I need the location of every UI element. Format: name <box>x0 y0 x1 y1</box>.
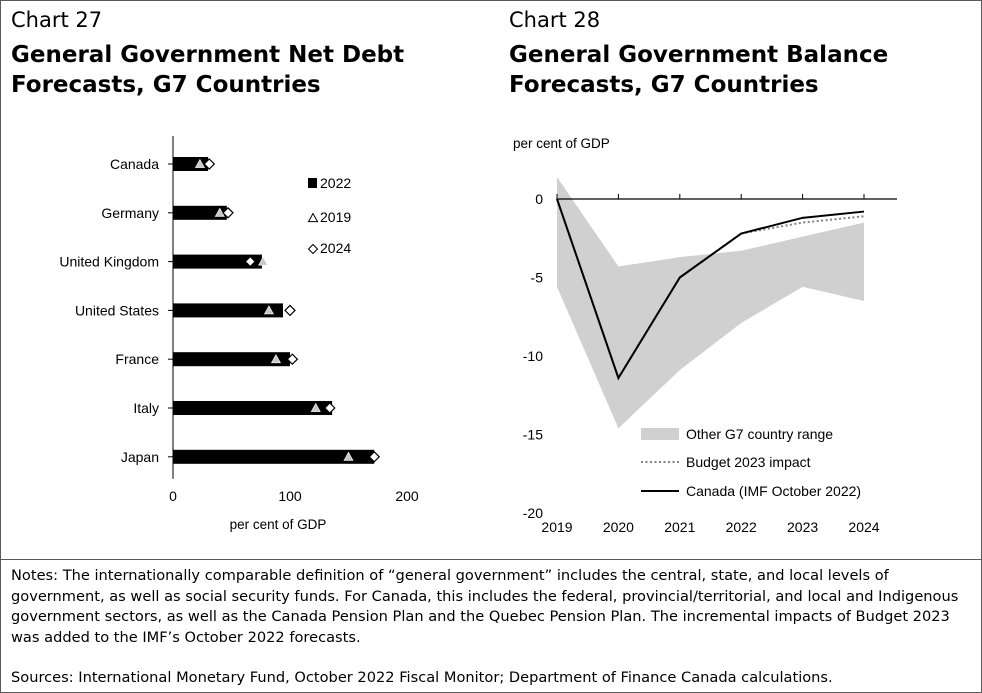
notes-text: Notes: The internationally comparable de… <box>11 567 959 646</box>
marker-2019 <box>343 451 354 461</box>
chart-28-title: General Government Balance Forecasts, G7… <box>509 40 888 100</box>
bar-2022 <box>173 401 333 415</box>
marker-2024 <box>203 158 216 170</box>
marker-2024 <box>368 450 381 463</box>
legend-range-swatch <box>641 428 679 440</box>
legend-2019-marker <box>307 212 319 223</box>
chart-28-title-line1: General Government Balance <box>509 42 889 68</box>
chart-27-title-line2: Forecasts, G7 Countries <box>11 72 321 98</box>
y-tick-label: -10 <box>523 348 543 364</box>
category-label: Japan <box>121 449 159 465</box>
chart-28-number: Chart 28 <box>509 8 601 32</box>
category-label: Canada <box>110 156 159 172</box>
x-tick-label: 2019 <box>541 519 572 535</box>
bar-2022 <box>173 352 290 367</box>
marker-2019 <box>310 402 321 412</box>
y-tick-label: -15 <box>523 427 543 443</box>
category-label: United Kingdom <box>59 254 159 270</box>
canada-imf-line <box>556 198 865 381</box>
x-tick-label: 200 <box>395 488 419 504</box>
category-label: United States <box>75 302 159 318</box>
y-axis-title: per cent of GDP <box>513 136 610 151</box>
marker-2024 <box>222 206 234 219</box>
category-label: Italy <box>133 400 159 416</box>
bar-2022 <box>173 303 283 318</box>
x-tick-label: 0 <box>169 488 177 504</box>
marker-2024 <box>286 353 299 366</box>
marker-2019 <box>270 354 281 364</box>
y-tick-label: 0 <box>535 191 543 207</box>
y-tick-label: -20 <box>523 505 543 521</box>
x-tick-label: 2021 <box>664 519 695 535</box>
legend-2022-label: 2022 <box>320 175 351 191</box>
category-label: Germany <box>101 205 159 221</box>
legend-budget-label: Budget 2023 impact <box>686 454 811 470</box>
y-tick-label: -5 <box>531 270 544 286</box>
bar-2022 <box>173 205 227 220</box>
marker-2024 <box>284 304 296 317</box>
legend-2022-swatch <box>308 178 317 188</box>
marker-2024 <box>323 402 336 414</box>
sources-text: Sources: International Monetary Fund, Oc… <box>11 669 833 686</box>
legend-2024-marker <box>307 243 319 255</box>
chart-27-title: General Government Net Debt Forecasts, G… <box>11 40 404 100</box>
marker-2019 <box>194 158 205 168</box>
chart-27-number: Chart 27 <box>11 8 103 32</box>
x-axis-title: per cent of GDP <box>230 517 327 532</box>
legend-range-label: Other G7 country range <box>686 426 833 442</box>
marker-2019 <box>258 256 269 266</box>
category-label: France <box>115 351 159 367</box>
x-tick-label: 2022 <box>726 519 757 535</box>
chart-28-title-line2: Forecasts, G7 Countries <box>509 72 819 98</box>
bar-2022 <box>173 157 209 171</box>
marker-2019 <box>263 305 274 315</box>
bar-2022 <box>173 254 262 269</box>
bar-2022 <box>173 449 375 464</box>
x-tick-label: 2023 <box>787 519 818 535</box>
x-tick-label: 100 <box>278 488 302 504</box>
x-tick-label: 2024 <box>848 519 879 535</box>
marker-2019 <box>214 207 225 217</box>
chart-27-title-line1: General Government Net Debt <box>11 42 405 68</box>
marker-2024 <box>244 255 257 268</box>
notes-divider <box>1 559 981 560</box>
legend-2024-label: 2024 <box>320 240 351 256</box>
net-debt-bar-chart: Canada Germany United Kingdom United States… <box>59 136 419 532</box>
legend-2019-label: 2019 <box>320 209 351 225</box>
x-tick-label: 2020 <box>603 519 634 535</box>
legend-canada-label: Canada (IMF October 2022) <box>686 483 861 499</box>
g7-range-band <box>557 177 864 429</box>
